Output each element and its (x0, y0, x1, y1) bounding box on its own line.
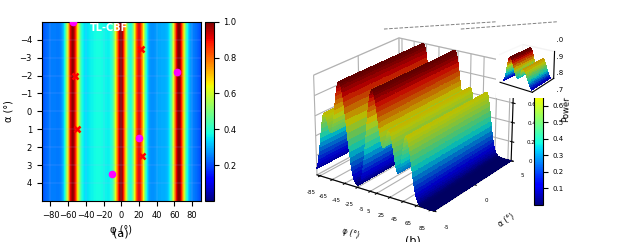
Y-axis label: α (°): α (°) (497, 212, 516, 229)
Text: TL-CBF: TL-CBF (90, 23, 129, 33)
X-axis label: φ (°): φ (°) (340, 226, 360, 240)
Text: (a): (a) (113, 229, 129, 239)
Y-axis label: α (°): α (°) (4, 100, 14, 122)
Text: (b): (b) (404, 235, 420, 242)
X-axis label: φ (°): φ (°) (110, 225, 132, 235)
